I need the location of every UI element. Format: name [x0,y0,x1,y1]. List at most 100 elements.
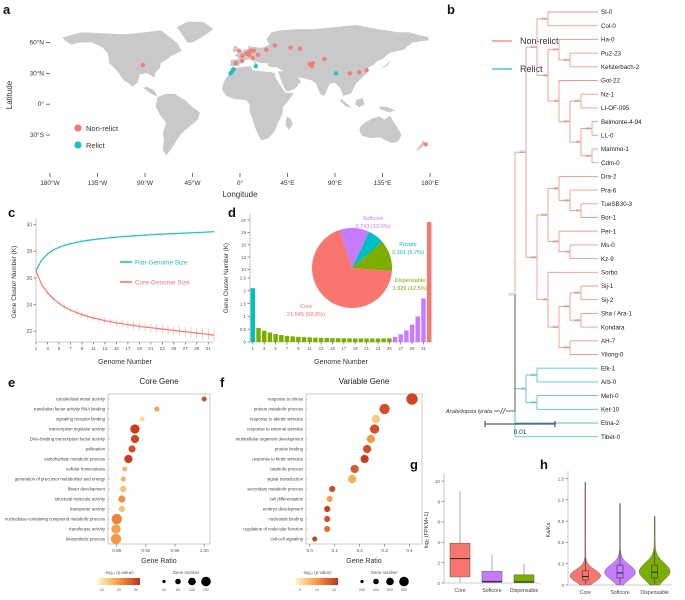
gene-number-dot [175,578,181,585]
x-tick: 9 [297,346,300,351]
pvalue-tick: 5 [299,588,301,592]
bootstrap-value: 100 [530,400,536,404]
lon-tick-label: 45°W [185,179,202,187]
map-point-non-relict [247,52,252,58]
x-tick: 0.2 [356,548,363,553]
x-tick: 21 [364,346,369,351]
accession-label: Etna-2 [601,420,620,427]
x-tick: 29 [194,346,200,351]
go-dot [130,434,140,444]
gene-number-dot [201,576,211,587]
x-tick: 17 [125,346,131,351]
bar [261,330,267,342]
bootstrap-value: 100 [530,45,536,49]
bootstrap-value: 81 [576,209,580,213]
gene-number-tick: 200 [359,588,365,592]
x-tick: 13 [102,346,108,351]
category-label: Softcore [482,588,501,594]
gene-number-tick: 800 [401,588,407,592]
gene-number-tick: 80 [176,588,180,592]
landmass [222,66,294,141]
x-tick: 1 [252,346,255,351]
y-tick: 0.5 [240,327,247,332]
x-tick: 1 [35,346,38,351]
go-dot [120,485,127,493]
outgroup-label: Arabidopsis lyrata [445,409,493,415]
bootstrap-value: 80 [576,140,580,144]
y-tick: 16 [241,242,246,247]
landmass [340,99,352,109]
map-point-non-relict [239,53,245,59]
line [502,407,506,415]
lon-tick-label: 180°E [421,179,439,187]
accession-label: AH-7 [601,338,616,345]
go-term-label: nucleotide binding [268,517,303,522]
bootstrap-value: 100 [563,346,569,350]
bootstrap-value: 100 [574,291,580,295]
y-axis-label: Latitude [5,80,14,109]
y-tick: 8 [437,499,440,504]
go-term-label: transporter activity [70,507,106,512]
accession-label: Kondara [601,324,625,331]
pvalue-legend-title: -log₁₀ (p-value) [302,570,332,575]
y-tick: 4 [437,540,440,545]
go-dot [406,393,418,405]
lon-tick-label: 135°W [88,179,108,187]
bar [370,338,375,342]
go-term-label: protein metabolic process [254,407,303,412]
y-tick: 22 [241,218,246,223]
bootstrap-value: 100 [563,198,569,202]
lon-tick-label: 180°W [40,179,60,187]
bootstrap-value: 75 [521,387,525,391]
y-tick: 0.6 [558,540,565,545]
y-tick: 1.5 [558,476,565,481]
go-term-label: signal transduction [267,477,303,482]
map-point-non-relict [423,142,428,147]
accession-label: Pu2-23 [601,50,622,57]
gene-number-tick: 600 [387,588,393,592]
x-tick: 7 [286,346,289,351]
bootstrap-value: 100 [574,318,580,322]
lat-tick-label: 60°N [29,39,44,47]
pvalue-legend-title: -log₁₀ (p-value) [104,570,134,575]
pvalue-tick: 30 [134,588,138,592]
panel-letter-d: d [228,205,236,220]
accession-label: Got-22 [601,78,620,85]
bar [404,330,409,342]
go-dot [128,445,136,453]
panel-letter-a: a [3,2,11,17]
landmass [278,71,302,92]
accession-label: Ms-0 [601,242,615,249]
y-tick: 19 [241,230,246,235]
x-tick: 25 [387,346,392,351]
bootstrap-value: 100 [585,126,591,130]
y-tick: 6 [437,520,440,525]
category-label: Core [580,590,591,596]
landmass [232,45,238,53]
bootstrap-value: 100 [508,292,514,296]
accession-label: Dra-2 [601,174,617,181]
bar [296,336,301,342]
go-term-label: DNA-binding transcription factor activit… [30,437,106,442]
map-point-non-relict [264,47,269,52]
bootstrap-value: 100 [530,373,536,377]
pie-slice [339,228,369,268]
pie-label-name: Core [300,304,312,310]
category-label: Dispensable [510,588,539,594]
go-term-label: embryo development [263,507,304,512]
pie-slice [312,230,392,309]
go-term-label: flower development [68,487,106,492]
accession-label: Belmonte-4-94 [601,119,642,126]
box [513,574,535,583]
map-point-non-relict [272,43,278,48]
y-tick: 0.9 [558,519,565,524]
panel-g-expression-boxplot: 0 2 4 6 8 10 Core Softcore Dispensable log₂ (FPKM… [424,473,540,594]
go-term-label: response to biotic stimulus [252,457,303,462]
go-dot [111,524,121,534]
series-line [35,270,215,336]
go-term-label: transcription regulator activity [49,427,106,432]
x-axis-label: Genome Number [98,359,152,366]
accession-label: Mammo-1 [601,146,629,153]
bootstrap-value: 63 [554,186,558,190]
inner-box [616,564,624,579]
